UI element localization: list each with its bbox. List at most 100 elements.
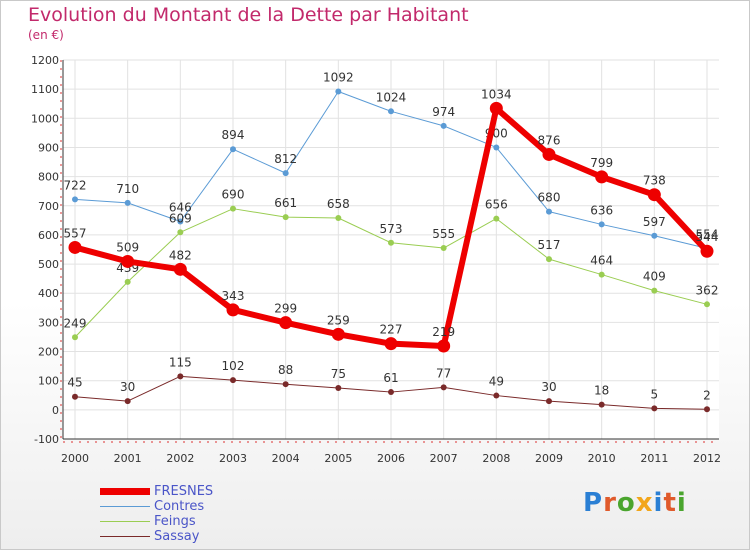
data-label-feings: 409 — [643, 270, 666, 284]
data-label-feings: 656 — [485, 198, 508, 212]
data-point-feings — [72, 334, 78, 341]
legend-label: Feings — [154, 514, 196, 529]
data-point-sassay — [124, 398, 131, 405]
legend-label: Contres — [154, 499, 205, 514]
data-point-fresnes — [542, 147, 556, 161]
data-label-sassay: 30 — [541, 380, 556, 394]
data-point-fresnes — [595, 170, 609, 184]
data-point-sassay — [335, 384, 342, 391]
data-label-fresnes: 219 — [432, 325, 455, 339]
y-tick-label: -100 — [34, 433, 59, 446]
data-point-sassay — [282, 381, 289, 388]
x-tick-label: 2003 — [219, 452, 247, 465]
x-tick-label: 2004 — [272, 452, 300, 465]
data-label-contres: 597 — [643, 215, 666, 229]
data-point-fresnes — [437, 339, 451, 353]
data-point-fresnes — [226, 303, 240, 317]
data-label-feings: 661 — [274, 196, 297, 210]
y-tick-label: 100 — [38, 375, 59, 388]
x-tick-label: 2007 — [430, 452, 458, 465]
legend-label: FRESNES — [154, 484, 214, 499]
data-label-feings: 517 — [538, 238, 561, 252]
data-label-fresnes: 557 — [64, 226, 87, 240]
data-label-contres: 680 — [538, 191, 561, 205]
data-label-sassay: 18 — [594, 384, 609, 398]
y-tick-label: 500 — [38, 258, 59, 271]
y-tick-label: 200 — [38, 346, 59, 359]
data-label-feings: 658 — [327, 197, 350, 211]
data-point-fresnes — [121, 254, 135, 268]
data-point-feings — [546, 256, 552, 263]
x-tick-label: 2011 — [640, 452, 668, 465]
data-label-sassay: 115 — [169, 355, 192, 369]
data-label-feings: 464 — [590, 254, 613, 268]
data-label-sassay: 77 — [436, 366, 451, 380]
data-point-sassay — [72, 393, 78, 400]
data-point-fresnes — [173, 262, 187, 276]
data-point-contres — [388, 108, 394, 115]
data-label-contres: 554 — [696, 227, 719, 241]
data-label-fresnes: 799 — [590, 156, 613, 170]
data-point-sassay — [598, 401, 605, 408]
legend-swatch — [100, 536, 150, 537]
data-point-sassay — [230, 377, 236, 384]
y-tick-label: 300 — [38, 316, 59, 329]
data-point-fresnes — [279, 316, 293, 330]
x-tick-label: 2001 — [114, 452, 142, 465]
data-point-contres — [546, 208, 552, 215]
legend-swatch — [100, 488, 150, 495]
data-label-fresnes: 738 — [643, 174, 666, 188]
data-label-contres: 974 — [432, 105, 455, 119]
data-label-sassay: 2 — [703, 388, 711, 402]
data-label-feings: 249 — [64, 316, 87, 330]
x-tick-label: 2010 — [588, 452, 616, 465]
data-point-sassay — [704, 406, 710, 413]
data-point-feings — [282, 214, 289, 221]
x-tick-label: 2005 — [324, 452, 352, 465]
data-point-fresnes — [700, 244, 714, 258]
x-tick-label: 2006 — [377, 452, 405, 465]
data-label-contres: 812 — [274, 152, 297, 166]
data-point-feings — [230, 205, 236, 212]
legend-swatch — [100, 521, 150, 522]
data-point-sassay — [440, 384, 447, 391]
data-label-feings: 362 — [696, 283, 719, 297]
data-label-fresnes: 1034 — [481, 87, 512, 101]
legend-swatch — [100, 506, 150, 507]
data-label-fresnes: 299 — [274, 302, 297, 316]
data-point-feings — [704, 301, 710, 308]
data-label-sassay: 75 — [331, 367, 346, 381]
data-label-feings: 555 — [432, 227, 455, 241]
data-point-feings — [598, 271, 605, 278]
legend-item-fresnes: FRESNES — [100, 484, 300, 499]
data-point-contres — [177, 218, 184, 225]
x-tick-label: 2000 — [61, 452, 89, 465]
y-tick-label: 1000 — [31, 112, 59, 125]
data-point-fresnes — [68, 240, 82, 254]
data-point-feings — [124, 278, 131, 285]
chart-legend: FRESNES Contres Feings Sassay — [100, 484, 300, 544]
data-label-contres: 722 — [64, 178, 87, 192]
data-point-contres — [651, 232, 658, 239]
data-label-fresnes: 509 — [116, 240, 139, 254]
y-tick-label: 1200 — [31, 54, 59, 67]
data-label-feings: 573 — [380, 222, 403, 236]
data-point-contres — [124, 199, 131, 206]
data-point-contres — [598, 221, 605, 228]
data-point-fresnes — [489, 101, 503, 115]
legend-item-feings: Feings — [100, 514, 300, 529]
data-point-feings — [335, 215, 342, 222]
legend-label: Sassay — [154, 529, 200, 544]
data-point-fresnes — [647, 188, 661, 202]
data-label-fresnes: 227 — [380, 323, 403, 337]
x-tick-label: 2012 — [693, 452, 721, 465]
data-point-sassay — [388, 389, 394, 396]
y-tick-label: 1100 — [31, 83, 59, 96]
legend-item-contres: Contres — [100, 499, 300, 514]
data-point-feings — [493, 215, 500, 222]
x-tick-label: 2008 — [482, 452, 510, 465]
data-label-fresnes: 259 — [327, 313, 350, 327]
data-point-feings — [651, 287, 658, 294]
data-point-contres — [440, 122, 447, 129]
data-label-feings: 690 — [222, 188, 245, 202]
